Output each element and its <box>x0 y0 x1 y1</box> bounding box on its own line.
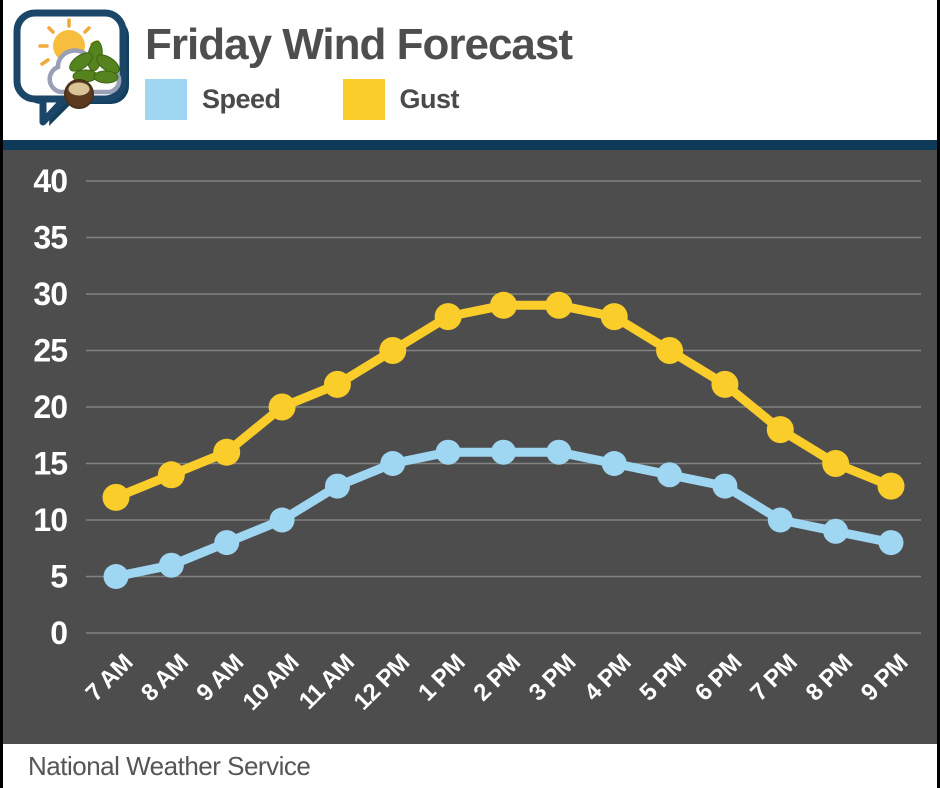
data-point-speed <box>823 518 849 544</box>
data-point-gust <box>379 337 407 364</box>
data-point-gust <box>545 291 573 319</box>
x-tick-label: 11 AM <box>294 649 360 715</box>
y-tick-label: 30 <box>33 276 67 312</box>
legend-item-gust: Gust <box>342 79 460 121</box>
x-tick-label: 3 PM <box>524 649 581 706</box>
y-tick-label: 10 <box>33 502 67 538</box>
data-point-gust <box>656 337 684 364</box>
data-point-speed <box>601 451 627 476</box>
data-point-gust <box>490 291 517 319</box>
legend-item-speed: Speed <box>145 79 281 121</box>
y-tick-label: 25 <box>33 333 67 369</box>
data-point-speed <box>103 564 129 589</box>
speed-swatch-icon <box>145 79 187 121</box>
data-point-speed <box>324 473 350 499</box>
data-point-gust <box>323 370 351 398</box>
data-point-speed <box>657 462 683 488</box>
y-tick-label: 40 <box>33 163 67 199</box>
x-tick-label: 2 PM <box>468 649 525 706</box>
x-tick-label: 7 PM <box>745 649 802 706</box>
data-point-gust <box>822 450 850 477</box>
data-point-speed <box>767 507 793 533</box>
data-point-gust <box>157 461 185 489</box>
data-point-speed <box>269 507 295 533</box>
x-tick-label: 8 PM <box>801 649 858 706</box>
y-tick-label: 0 <box>50 615 67 651</box>
page-title: Friday Wind Forecast <box>145 20 573 69</box>
source-attribution: National Weather Service <box>28 750 311 781</box>
weather-logo <box>3 0 145 132</box>
data-point-gust <box>711 370 739 398</box>
y-tick-label: 5 <box>50 559 67 595</box>
legend-label-speed: Speed <box>202 84 281 115</box>
x-tick-label: 9 PM <box>856 649 913 706</box>
x-tick-label: 6 PM <box>690 649 747 706</box>
data-point-speed <box>214 530 240 556</box>
x-tick-label: 12 PM <box>349 649 415 715</box>
header: Friday Wind Forecast Speed Gust <box>3 0 937 140</box>
y-tick-label: 15 <box>33 446 67 482</box>
x-tick-label: 1 PM <box>413 649 470 706</box>
data-point-speed <box>546 439 572 465</box>
data-point-gust <box>102 483 130 511</box>
x-tick-label: 7 AM <box>81 649 139 707</box>
y-tick-label: 35 <box>33 220 67 256</box>
x-tick-label: 5 PM <box>635 649 692 706</box>
data-point-speed <box>712 473 738 499</box>
x-tick-label: 4 PM <box>579 649 636 706</box>
buckeye-nut-icon <box>64 79 94 109</box>
gust-swatch-icon <box>342 79 385 121</box>
data-point-gust <box>434 303 462 331</box>
data-point-gust <box>877 472 905 500</box>
x-tick-label: 8 AM <box>136 649 194 707</box>
accent-divider <box>3 140 937 150</box>
footer: National Weather Service <box>3 744 937 788</box>
x-tick-label: 10 AM <box>238 649 305 716</box>
data-point-speed <box>491 439 516 465</box>
chart-legend: Speed Gust <box>145 79 937 121</box>
series-line-gust <box>111 300 896 502</box>
weather-speech-bubble-logo <box>13 9 129 126</box>
data-point-speed <box>380 451 406 476</box>
data-point-speed <box>158 552 184 578</box>
data-point-speed <box>878 530 904 556</box>
data-point-speed <box>435 439 461 465</box>
buckeye-leaf-icon <box>69 40 120 84</box>
data-point-gust <box>268 393 296 421</box>
data-point-gust <box>600 303 628 331</box>
y-tick-label: 20 <box>33 389 67 425</box>
data-point-gust <box>213 438 241 466</box>
chart-area: 40 35 30 25 20 15 10 5 0 7 AM 8 AM 9 AM 10 AM 11 AM 12… <box>3 150 937 744</box>
legend-label-gust: Gust <box>399 84 460 115</box>
data-point-gust <box>766 416 794 444</box>
